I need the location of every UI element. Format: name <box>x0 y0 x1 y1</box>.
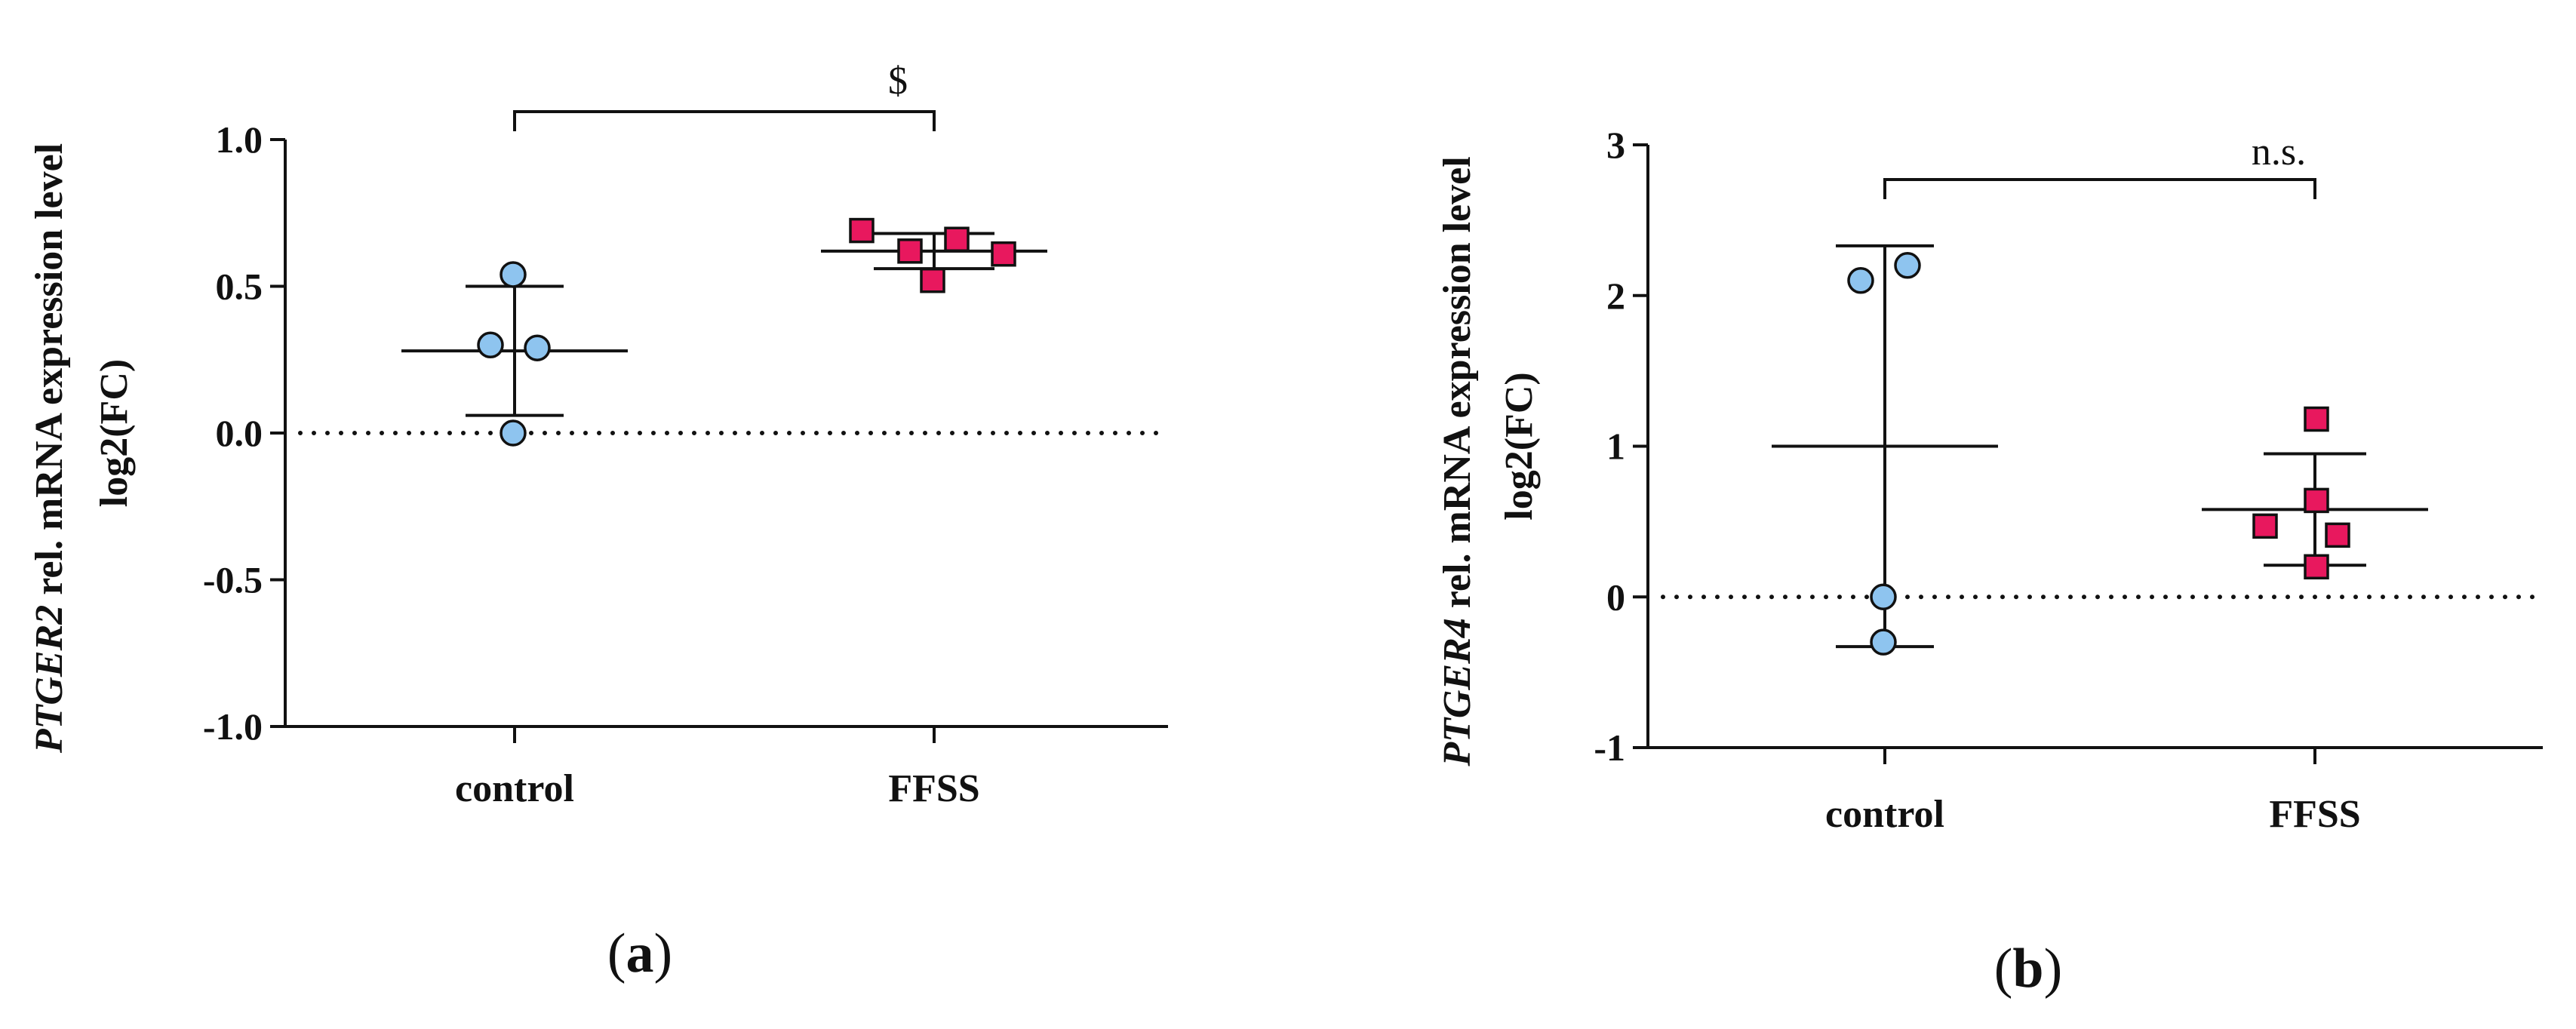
significance-bracket <box>513 110 936 131</box>
panel-label: (b) <box>1994 938 2062 1000</box>
y-tick-label: 0.5 <box>216 266 263 308</box>
y-axis-label: PTGER4 rel. mRNA expression level <box>1436 156 1479 766</box>
data-point-control <box>1870 583 1897 610</box>
panel-label-open: ( <box>607 923 626 984</box>
data-point-control <box>1847 267 1874 294</box>
panel-label-letter: b <box>2012 938 2043 1000</box>
panel-label: (a) <box>607 923 672 984</box>
data-point-ffss <box>849 217 875 244</box>
y-tick-label: 1 <box>1606 425 1625 468</box>
significance-label: n.s. <box>2252 131 2306 174</box>
y-axis-label-gene: PTGER2 <box>28 605 71 754</box>
data-point-control <box>1870 628 1897 656</box>
data-point-ffss <box>2304 554 2329 580</box>
x-tick-label-control: control <box>1825 793 1944 836</box>
panel-label-close: ) <box>654 923 673 984</box>
data-point-ffss <box>920 267 945 293</box>
y-axis-label-gene: PTGER4 <box>1436 618 1479 766</box>
data-point-control <box>524 334 551 361</box>
data-point-control <box>500 261 527 288</box>
x-tick-label-control: control <box>455 767 574 810</box>
y-tick-label: 1.0 <box>216 118 263 161</box>
y-tick-label: -1 <box>1594 726 1625 769</box>
data-point-control <box>477 331 504 359</box>
y-axis-label-line2: log2(FC) <box>1498 372 1541 520</box>
y-tick-label: -1.0 <box>203 705 263 748</box>
significance-label: $ <box>888 60 908 103</box>
data-point-ffss <box>2325 522 2350 548</box>
y-axis-label-line2: log2(FC) <box>93 359 136 507</box>
data-point-ffss <box>944 226 970 253</box>
y-axis-label: PTGER2 rel. mRNA expression level <box>28 143 71 754</box>
y-tick-label: 0.0 <box>216 412 263 454</box>
y-axis-label-text: rel. mRNA expression level <box>28 143 71 605</box>
data-point-control <box>500 419 527 447</box>
panel-label-open: ( <box>1994 938 2013 1000</box>
panel-label-close: ) <box>2044 938 2063 1000</box>
data-point-ffss <box>2252 513 2278 539</box>
significance-bracket <box>1883 178 2316 199</box>
data-point-ffss <box>2304 487 2329 514</box>
data-point-ffss <box>991 241 1016 267</box>
x-tick-label-ffss: FFSS <box>2269 793 2360 836</box>
x-tick-label-ffss: FFSS <box>888 767 979 810</box>
panel-a: 1.0 0.5 0.0 -0.5 -1.0 control FFSS $ PTGER2 rel.… <box>28 60 1170 984</box>
y-tick-label: 3 <box>1606 124 1625 166</box>
data-point-ffss <box>897 238 923 264</box>
y-tick-label: -0.5 <box>203 559 263 601</box>
y-tick-label: 2 <box>1606 275 1625 317</box>
panel-b: 3 2 1 0 -1 control FFSS n.s. PTGER4 rel. mRNA ex… <box>1436 124 2545 1000</box>
y-axis-label-text: rel. mRNA expression level <box>1436 156 1479 618</box>
panel-label-letter: a <box>626 923 654 984</box>
y-tick-label: 0 <box>1606 576 1625 618</box>
data-point-control <box>1894 252 1921 279</box>
data-point-ffss <box>2304 406 2329 432</box>
